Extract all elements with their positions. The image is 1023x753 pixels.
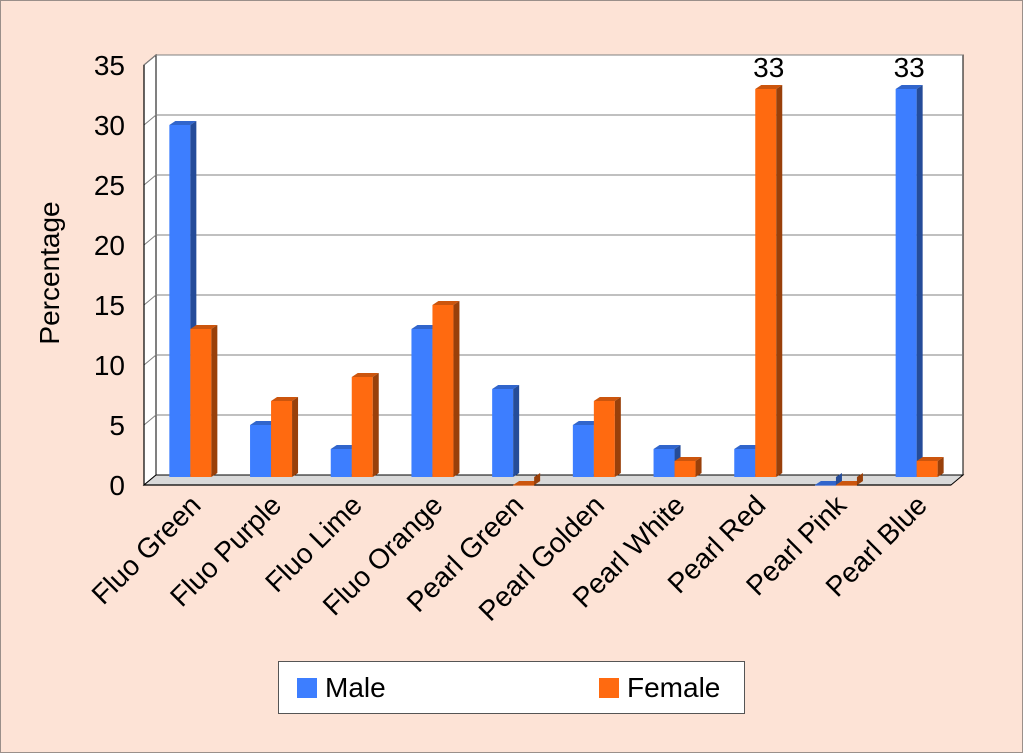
bar-front — [492, 389, 514, 477]
bar-front — [814, 485, 836, 486]
y-tick-label: 20 — [94, 230, 125, 261]
bar-male-pearl-blue — [895, 85, 923, 477]
y-tick-label: 5 — [109, 410, 125, 441]
bar-top — [572, 421, 600, 425]
legend-label-male: Male — [325, 672, 386, 703]
bar-front — [835, 485, 857, 486]
legend-item-female: Female — [599, 672, 721, 703]
bar-female-fluo-green — [190, 325, 218, 477]
bar-front — [513, 485, 535, 486]
bar-top — [271, 397, 299, 401]
y-tick-label: 35 — [94, 50, 125, 81]
bar-female-pearl-green — [513, 473, 541, 486]
bar-female-fluo-lime — [351, 373, 379, 477]
bar-female-fluo-orange — [432, 301, 460, 477]
bar-side — [292, 397, 299, 477]
legend-swatch-male — [297, 678, 317, 698]
bar-front — [432, 305, 454, 477]
bar-front — [734, 449, 756, 477]
y-tick-labels: 0 5 10 15 20 25 30 35 — [94, 50, 125, 501]
gridline-diag-30 — [143, 114, 157, 126]
bar-top — [916, 457, 944, 461]
data-label-pearl-blue: 33 — [894, 52, 925, 83]
bar-side — [513, 385, 520, 477]
plot-area — [142, 53, 965, 487]
bar-top — [513, 481, 541, 485]
bar-side — [534, 473, 541, 485]
gridline-diag-25 — [143, 174, 157, 186]
y-tick-label: 25 — [94, 170, 125, 201]
bar-top — [492, 385, 520, 389]
bar-top — [674, 457, 702, 461]
legend-label-female: Female — [627, 672, 721, 703]
bar-side — [372, 373, 379, 477]
bar-female-pearl-blue — [916, 457, 944, 477]
legend-item-male: Male — [297, 672, 386, 703]
y-tick-label: 10 — [94, 350, 125, 381]
bar-front — [271, 401, 293, 477]
gridline-diag-10 — [143, 354, 157, 366]
legend: Male Female — [278, 661, 745, 714]
bar-front — [755, 89, 777, 477]
bar-side — [211, 325, 218, 477]
bar-top — [351, 373, 379, 377]
bar-side — [695, 457, 702, 477]
bar-front — [250, 425, 272, 477]
y-tick-label: 15 — [94, 290, 125, 321]
bar-female-fluo-purple — [271, 397, 299, 477]
bar-top — [734, 445, 762, 449]
y-tick-label: 30 — [94, 110, 125, 141]
bar-top — [432, 301, 460, 305]
bar-side — [856, 473, 863, 485]
bar-male-pearl-green — [492, 385, 520, 477]
bar-top — [835, 481, 863, 485]
bar-female-pearl-golden — [593, 397, 621, 477]
bar-front — [895, 89, 917, 477]
bar-female-pearl-white — [674, 457, 702, 477]
bar-front — [572, 425, 594, 477]
bar-side — [453, 301, 460, 477]
bar-top — [755, 85, 783, 89]
gridline-diag-35 — [143, 54, 157, 66]
y-axis-label: Percentage — [34, 201, 65, 344]
bar-side — [614, 397, 621, 477]
bar-side — [776, 85, 783, 477]
bar-front — [169, 125, 191, 477]
bar-top — [653, 445, 681, 449]
bar-top — [411, 325, 439, 329]
bar-front — [190, 329, 212, 477]
bar-top — [814, 481, 842, 485]
bar-side — [937, 457, 944, 477]
bar-front — [674, 461, 696, 477]
data-label-pearl-red: 33 — [753, 52, 784, 83]
bar-top — [169, 121, 197, 125]
legend-swatch-female — [599, 678, 619, 698]
gridline-diag-5 — [143, 414, 157, 426]
bar-female-pearl-red — [755, 85, 783, 477]
bar-side — [916, 85, 923, 477]
bar-front — [916, 461, 938, 477]
bar-top — [895, 85, 923, 89]
bar-front — [330, 449, 352, 477]
data-labels: 33 33 — [753, 52, 925, 83]
bar-top — [330, 445, 358, 449]
bar-front — [593, 401, 615, 477]
bar-front — [411, 329, 433, 477]
bar-front — [653, 449, 675, 477]
y-tick-label: 0 — [109, 470, 125, 501]
gridlines — [143, 54, 963, 426]
bar-male-pearl-pink — [814, 473, 842, 486]
gridline-diag-20 — [143, 234, 157, 246]
bar-front — [351, 377, 373, 477]
bar-female-pearl-pink — [835, 473, 863, 486]
bar-top — [593, 397, 621, 401]
bar-top — [190, 325, 218, 329]
bar-top — [250, 421, 278, 425]
bars — [169, 85, 944, 486]
gridline-diag-15 — [143, 294, 157, 306]
